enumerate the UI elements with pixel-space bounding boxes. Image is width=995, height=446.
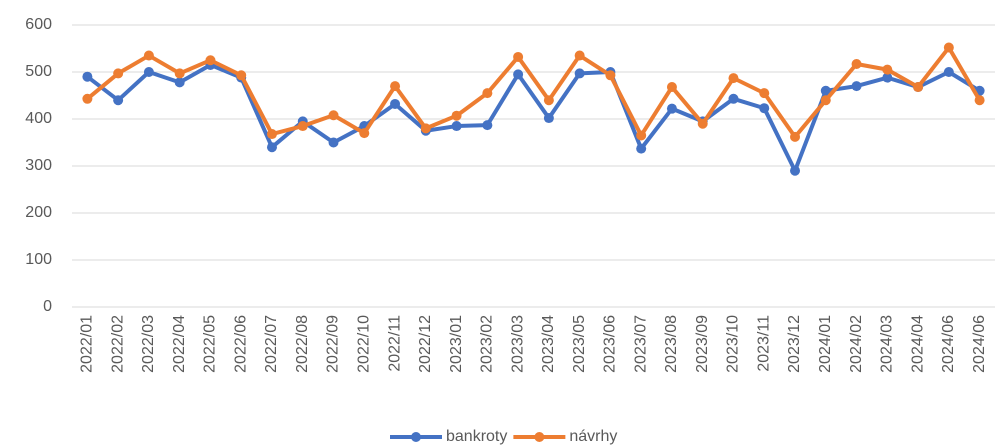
- data-point: [574, 50, 585, 61]
- data-point: [666, 82, 677, 93]
- data-point: [205, 55, 216, 66]
- data-point: [513, 69, 524, 80]
- x-tick-label: 2023/07: [632, 315, 649, 373]
- data-point: [513, 51, 524, 62]
- x-tick-label: 2022/02: [109, 315, 126, 373]
- data-point: [82, 93, 93, 104]
- data-point: [482, 120, 493, 131]
- x-tick-label: 2022/04: [171, 315, 188, 373]
- x-tick-label: 2023/09: [694, 315, 711, 373]
- data-point: [113, 95, 124, 106]
- x-tick-label: 2023/02: [479, 315, 496, 373]
- data-point: [851, 81, 862, 92]
- data-point: [913, 82, 924, 93]
- data-point: [266, 142, 277, 153]
- data-point: [113, 68, 124, 79]
- y-tick-label: 500: [25, 63, 52, 80]
- data-point: [236, 70, 247, 81]
- x-tick-label: 2023/01: [448, 315, 465, 373]
- data-point: [882, 72, 893, 83]
- data-point: [943, 42, 954, 53]
- x-tick-label: 2022/01: [79, 315, 96, 373]
- x-tick-label: 2023/06: [602, 315, 619, 373]
- data-point: [82, 71, 93, 82]
- x-tick-label: 2024/06: [971, 315, 988, 373]
- data-point: [820, 95, 831, 106]
- x-tick-label: 2022/03: [140, 315, 157, 373]
- data-point: [451, 110, 462, 121]
- x-tick-label: 2023/08: [663, 315, 680, 373]
- data-point: [790, 131, 801, 142]
- data-point: [390, 98, 401, 109]
- series-line: [86, 62, 981, 173]
- x-tick-label: 2022/10: [356, 315, 373, 373]
- data-point: [974, 95, 985, 106]
- y-tick-label: 0: [43, 298, 52, 315]
- data-point: [543, 95, 554, 106]
- y-tick-label: 600: [25, 16, 52, 33]
- data-point: [359, 128, 370, 139]
- x-tick-label: 2024/06: [940, 315, 957, 373]
- x-tick-label: 2022/08: [294, 315, 311, 373]
- x-tick-label: 2023/10: [725, 315, 742, 373]
- data-point: [851, 59, 862, 70]
- data-point: [636, 130, 647, 141]
- legend-label: návrhy: [569, 428, 617, 445]
- x-tick-label: 2022/07: [263, 315, 280, 373]
- data-point: [697, 118, 708, 129]
- data-point: [636, 143, 647, 154]
- data-point: [759, 103, 770, 114]
- data-point: [420, 123, 431, 134]
- y-tick-label: 200: [25, 204, 52, 221]
- x-tick-label: 2022/06: [232, 315, 249, 373]
- data-point: [451, 121, 462, 132]
- legend-label: bankroty: [446, 428, 507, 445]
- data-point: [574, 68, 585, 79]
- data-point: [482, 88, 493, 99]
- x-tick-label: 2023/05: [571, 315, 588, 373]
- y-tick-label: 100: [25, 251, 52, 268]
- x-tick-label: 2024/04: [909, 315, 926, 373]
- x-tick-label: 2024/01: [817, 315, 834, 373]
- data-point: [390, 81, 401, 92]
- data-point: [174, 68, 185, 79]
- data-point: [882, 64, 893, 75]
- data-point: [328, 137, 339, 148]
- x-tick-label: 2023/03: [509, 315, 526, 373]
- data-point: [790, 165, 801, 176]
- data-point: [297, 121, 308, 132]
- data-point: [143, 67, 154, 77]
- x-tick-label: 2023/12: [786, 315, 803, 373]
- data-point: [728, 93, 739, 104]
- data-point: [266, 129, 277, 140]
- data-point: [759, 88, 770, 99]
- data-point: [543, 113, 554, 124]
- data-point: [820, 85, 831, 96]
- data-point: [728, 73, 739, 84]
- legend-marker: [534, 432, 545, 442]
- x-tick-label: 2024/02: [848, 315, 865, 373]
- series-line: [86, 45, 982, 139]
- data-point: [943, 67, 954, 77]
- legend-marker: [411, 432, 421, 442]
- data-point: [605, 70, 616, 81]
- x-tick-label: 2023/11: [755, 315, 772, 372]
- data-point: [666, 103, 677, 114]
- x-tick-label: 2024/03: [879, 315, 896, 373]
- y-tick-label: 300: [25, 157, 52, 174]
- x-tick-label: 2022/09: [325, 315, 342, 373]
- data-point: [143, 50, 154, 61]
- x-tick-label: 2022/05: [202, 315, 219, 373]
- x-tick-label: 2022/12: [417, 315, 434, 373]
- data-point: [174, 77, 185, 88]
- y-tick-label: 400: [25, 110, 52, 127]
- data-point: [328, 110, 339, 121]
- x-tick-label: 2023/04: [540, 315, 557, 373]
- x-tick-label: 2022/11: [386, 315, 403, 372]
